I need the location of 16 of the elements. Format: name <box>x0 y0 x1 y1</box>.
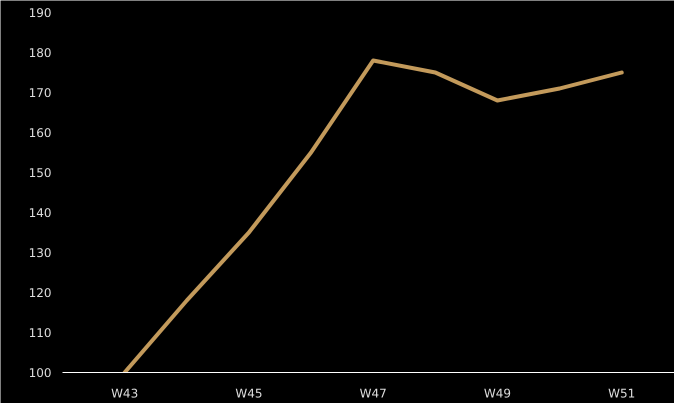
x-tick-label: W49 <box>484 386 511 400</box>
y-tick-label: 100 <box>28 366 52 380</box>
y-tick-label: 130 <box>28 246 52 260</box>
y-tick-label: 180 <box>28 46 52 60</box>
y-tick-label: 160 <box>28 126 52 140</box>
y-tick-label: 190 <box>28 6 52 20</box>
line-series <box>122 58 624 372</box>
x-tick-label: W51 <box>608 386 636 400</box>
x-tick-label: W43 <box>111 386 138 400</box>
y-tick-label: 170 <box>28 86 52 100</box>
x-tick-label: W45 <box>235 386 262 400</box>
x-tick-label: W47 <box>360 386 387 400</box>
y-tick-label: 120 <box>28 286 52 300</box>
y-tick-label: 110 <box>28 326 52 340</box>
y-tick-label: 140 <box>28 206 52 220</box>
y-tick-label: 150 <box>28 166 52 180</box>
